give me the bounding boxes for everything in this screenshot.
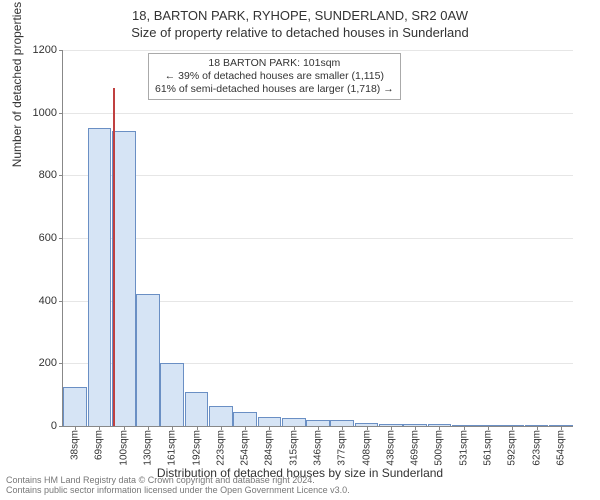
x-tick-label: 592sqm — [507, 430, 518, 466]
plot-area: 02004006008001000120038sqm69sqm100sqm130… — [62, 50, 573, 427]
x-tick-label: 284sqm — [264, 430, 275, 466]
histogram-bar — [160, 363, 184, 426]
annotation-line: 18 BARTON PARK: 101sqm — [155, 57, 394, 70]
x-tick-label: 346sqm — [313, 430, 324, 466]
grid-line — [63, 238, 573, 239]
histogram-bar — [136, 294, 160, 426]
grid-line — [63, 175, 573, 176]
chart-container: 18, BARTON PARK, RYHOPE, SUNDERLAND, SR2… — [0, 0, 600, 500]
x-tick-label: 223sqm — [215, 430, 226, 466]
x-tick-label: 192sqm — [191, 430, 202, 466]
x-tick-label: 500sqm — [434, 430, 445, 466]
x-tick-label: 315sqm — [288, 430, 299, 466]
x-tick-label: 561sqm — [483, 430, 494, 466]
x-tick-label: 438sqm — [385, 430, 396, 466]
histogram-bar — [233, 412, 257, 426]
histogram-bar — [209, 406, 233, 426]
chart-subtitle: Size of property relative to detached ho… — [0, 23, 600, 40]
footer-line-2: Contains public sector information licen… — [6, 486, 350, 496]
y-tick-mark — [59, 301, 63, 302]
y-tick-mark — [59, 175, 63, 176]
x-tick-label: 469sqm — [410, 430, 421, 466]
histogram-bar — [185, 392, 209, 426]
annotation-line: ← 39% of detached houses are smaller (1,… — [155, 70, 394, 83]
x-tick-label: 130sqm — [143, 430, 154, 466]
x-tick-label: 623sqm — [531, 430, 542, 466]
y-tick-mark — [59, 113, 63, 114]
grid-line — [63, 50, 573, 51]
annotation-line: 61% of semi-detached houses are larger (… — [155, 83, 394, 96]
property-marker-line — [113, 88, 115, 426]
y-tick-label: 800 — [39, 169, 57, 181]
histogram-bar — [63, 387, 87, 426]
y-tick-label: 200 — [39, 357, 57, 369]
histogram-bar — [88, 128, 112, 426]
y-tick-mark — [59, 426, 63, 427]
x-tick-label: 254sqm — [240, 430, 251, 466]
x-tick-label: 531sqm — [458, 430, 469, 466]
histogram-bar — [258, 417, 282, 426]
x-tick-label: 69sqm — [94, 430, 105, 460]
y-axis-label: Number of detached properties — [10, 2, 24, 167]
x-tick-label: 408sqm — [361, 430, 372, 466]
x-tick-label: 654sqm — [555, 430, 566, 466]
y-tick-mark — [59, 50, 63, 51]
y-tick-label: 400 — [39, 295, 57, 307]
x-tick-label: 377sqm — [337, 430, 348, 466]
y-tick-mark — [59, 363, 63, 364]
footer-attribution: Contains HM Land Registry data © Crown c… — [6, 476, 350, 496]
y-tick-mark — [59, 238, 63, 239]
annotation-box: 18 BARTON PARK: 101sqm← 39% of detached … — [148, 53, 401, 100]
y-tick-label: 1000 — [33, 107, 57, 119]
x-tick-label: 100sqm — [118, 430, 129, 466]
x-tick-label: 38sqm — [70, 430, 81, 460]
chart-title: 18, BARTON PARK, RYHOPE, SUNDERLAND, SR2… — [0, 0, 600, 23]
y-tick-label: 0 — [51, 420, 57, 432]
histogram-bar — [282, 418, 306, 426]
histogram-bar — [112, 131, 136, 426]
x-tick-label: 161sqm — [167, 430, 178, 466]
y-tick-label: 600 — [39, 232, 57, 244]
grid-line — [63, 113, 573, 114]
y-tick-label: 1200 — [33, 44, 57, 56]
